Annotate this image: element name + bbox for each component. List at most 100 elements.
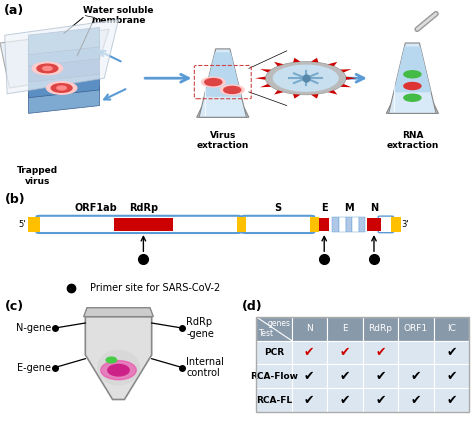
Text: (c): (c) [5,300,24,313]
Text: E: E [321,203,328,213]
Polygon shape [84,308,153,317]
Text: S: S [274,203,282,213]
Bar [28,217,40,232]
Circle shape [43,66,52,71]
Circle shape [404,94,421,101]
Bar [398,388,434,412]
Text: ✔: ✔ [304,370,315,383]
Text: (d): (d) [242,300,263,313]
Circle shape [201,77,225,87]
Bar [434,388,469,412]
Text: Water soluble
membrane: Water soluble membrane [83,6,154,25]
Text: RdRp
-gene: RdRp -gene [186,317,214,339]
Bar [327,340,363,365]
Bar [256,388,292,412]
Text: ✔: ✔ [410,394,421,407]
Text: ✔: ✔ [446,394,457,407]
Bar [256,365,292,388]
Polygon shape [311,94,319,99]
Bar [363,317,398,340]
Text: RdRp: RdRp [368,324,392,333]
Text: N-gene: N-gene [16,323,51,333]
Polygon shape [293,94,301,99]
Polygon shape [85,317,152,400]
Circle shape [404,82,421,90]
Polygon shape [28,55,100,82]
Polygon shape [311,58,319,62]
Text: ✔: ✔ [410,370,421,383]
Polygon shape [28,71,100,98]
Bar [292,388,327,412]
Bar [352,217,359,232]
Circle shape [404,71,421,78]
Circle shape [108,365,129,376]
Bar [292,317,327,340]
Text: Trapped
virus: Trapped virus [18,166,58,186]
Bar [363,365,398,388]
Text: ✔: ✔ [375,370,386,383]
Bar [332,217,339,232]
Circle shape [51,84,72,92]
Polygon shape [0,29,109,88]
Text: IC: IC [447,324,456,333]
Bar [327,317,363,340]
Circle shape [37,64,58,73]
Text: PCR: PCR [264,348,284,357]
Text: ✔: ✔ [339,346,350,359]
Circle shape [265,62,346,95]
FancyBboxPatch shape [378,216,393,233]
Polygon shape [393,46,431,92]
Bar [434,340,469,365]
Text: ✔: ✔ [446,370,457,383]
Polygon shape [199,49,246,117]
Text: ✔: ✔ [304,394,315,407]
Text: Primer site for SARS-CoV-2: Primer site for SARS-CoV-2 [90,283,220,294]
Text: Test: Test [259,329,274,338]
Polygon shape [340,69,351,72]
Circle shape [273,65,339,92]
Text: Virus
extraction: Virus extraction [197,131,249,150]
Bar [346,217,352,232]
Polygon shape [340,84,351,87]
Polygon shape [274,90,283,94]
Polygon shape [28,39,100,66]
Polygon shape [255,76,265,80]
Bar [391,217,401,232]
Text: ✔: ✔ [304,346,315,359]
Polygon shape [293,58,301,62]
Circle shape [32,62,63,75]
Bar [292,365,327,388]
Bar [256,340,292,365]
Bar [319,218,329,231]
Text: RCA-FL: RCA-FL [255,396,292,405]
Bar [363,388,398,412]
Polygon shape [260,69,271,72]
Circle shape [224,86,241,94]
FancyBboxPatch shape [242,216,314,233]
Bar [363,340,398,365]
Text: RCA-Flow: RCA-Flow [250,372,298,381]
Bar [434,317,469,340]
Circle shape [57,86,66,90]
Polygon shape [386,104,438,113]
Text: ✔: ✔ [339,370,350,383]
Polygon shape [274,62,283,66]
Text: (a): (a) [4,4,24,17]
Bar [367,218,381,231]
Circle shape [100,360,137,380]
Polygon shape [204,52,242,97]
Bar [327,365,363,388]
Text: genes: genes [267,319,291,328]
Text: ORF1: ORF1 [404,324,428,333]
Text: E: E [342,324,347,333]
Bar [256,317,292,340]
Text: ✔: ✔ [446,346,457,359]
Text: RNA
extraction: RNA extraction [386,131,438,150]
Bar [310,217,319,232]
Text: 3': 3' [401,220,409,229]
Circle shape [220,85,244,95]
Bar [256,317,469,412]
Bar [359,217,365,232]
Polygon shape [28,86,100,113]
Text: E-gene: E-gene [17,363,51,373]
